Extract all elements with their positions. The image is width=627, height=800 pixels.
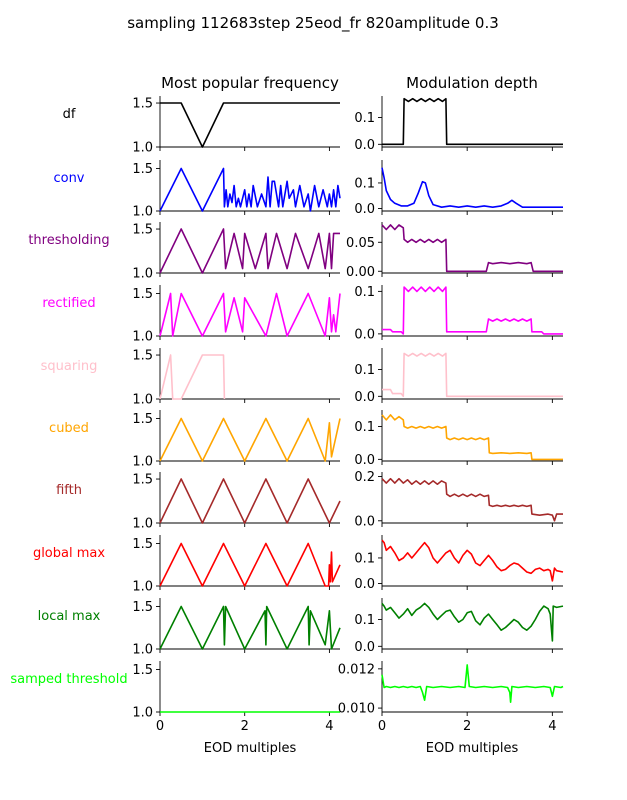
y-tick-label-squaring-mod: 0.0 <box>354 390 375 405</box>
row-label-rectified: rectified <box>42 296 95 311</box>
series-line-cubed-mod <box>381 414 563 461</box>
y-tick-label-samped-threshold-freq: 1.5 <box>132 663 153 678</box>
series-line-conv-mod <box>381 167 563 208</box>
row-label-squaring: squaring <box>41 359 98 374</box>
y-tick-label-thresholding-mod: 0.00 <box>346 265 375 280</box>
series-line-cubed-freq <box>159 417 341 462</box>
panel-grid: df 1.0 1.5 0.0 0.1 conv 1.0 1.5 0.0 0.1 thresholdi… <box>10 96 564 734</box>
series-line-df-mod <box>382 97 563 146</box>
series-line-squaring-mod <box>382 352 563 398</box>
y-tick-label-fifth-freq: 1.5 <box>132 473 153 488</box>
row-label-conv: conv <box>53 171 84 186</box>
column-title-frequency: Most popular frequency <box>161 74 339 92</box>
y-tick-label-squaring-freq: 1.0 <box>132 393 153 408</box>
y-tick-label-df-mod: 0.0 <box>354 138 375 153</box>
y-tick-label-samped-threshold-mod: 0.012 <box>338 662 375 677</box>
series-line-thresholding-mod <box>381 224 563 273</box>
series-line-rectified-mod <box>382 286 563 335</box>
row-label-cubed: cubed <box>49 421 89 436</box>
x-axis-label-right: EOD multiples <box>426 741 519 756</box>
y-tick-label-global-max-mod: 0.0 <box>354 577 375 592</box>
y-tick-label-cubed-mod: 0.1 <box>354 420 375 435</box>
y-tick-label-fifth-freq: 1.0 <box>132 517 153 532</box>
y-tick-label-thresholding-freq: 1.0 <box>132 267 153 282</box>
y-tick-label-local-max-mod: 0.1 <box>354 613 375 628</box>
y-tick-label-df-freq: 1.5 <box>132 97 153 112</box>
y-tick-label-cubed-mod: 0.0 <box>354 453 375 468</box>
series-line-local-max-freq <box>159 605 341 650</box>
series-line-global-max-mod <box>381 539 564 582</box>
row-label-fifth: fifth <box>56 483 82 498</box>
y-tick-label-rectified-freq: 1.5 <box>132 287 153 302</box>
y-tick-label-rectified-mod: 0.1 <box>354 285 375 300</box>
y-tick-label-samped-threshold-mod: 0.010 <box>338 702 375 717</box>
x-tick-label-samped-threshold-freq: 2 <box>241 719 249 734</box>
row-label-global-max: global max <box>33 546 105 561</box>
y-tick-label-fifth-mod: 0.0 <box>354 514 375 529</box>
y-tick-label-conv-freq: 1.0 <box>132 205 153 220</box>
y-tick-label-global-max-freq: 1.0 <box>132 580 153 595</box>
y-tick-label-local-max-freq: 1.0 <box>132 643 153 658</box>
series-line-local-max-mod <box>381 602 564 642</box>
y-tick-label-fifth-mod: 0.2 <box>354 470 375 485</box>
series-line-fifth-freq <box>159 478 341 524</box>
row-label-samped-threshold: samped threshold <box>10 672 127 687</box>
series-line-global-max-freq <box>159 542 341 587</box>
y-tick-label-conv-mod: 0.0 <box>354 202 375 217</box>
x-tick-label-samped-threshold-mod: 0 <box>378 719 386 734</box>
series-line-fifth-mod <box>381 477 563 522</box>
x-tick-label-samped-threshold-freq: 0 <box>156 719 164 734</box>
y-tick-label-thresholding-mod: 0.05 <box>346 236 375 251</box>
y-tick-label-conv-mod: 0.1 <box>354 176 375 191</box>
series-line-samped-threshold-mod <box>381 664 564 703</box>
series-line-df-freq <box>160 102 340 148</box>
figure-title: sampling 112683step 25eod_fr 820amplitud… <box>127 14 499 33</box>
y-tick-label-cubed-freq: 1.5 <box>132 412 153 427</box>
y-tick-label-df-mod: 0.1 <box>354 111 375 126</box>
y-tick-label-global-max-freq: 1.5 <box>132 537 153 552</box>
y-tick-label-df-freq: 1.0 <box>132 141 153 156</box>
y-tick-label-thresholding-freq: 1.5 <box>132 223 153 238</box>
y-tick-label-cubed-freq: 1.0 <box>132 455 153 470</box>
y-tick-label-global-max-mod: 0.1 <box>354 551 375 566</box>
x-tick-label-samped-threshold-freq: 4 <box>325 719 333 734</box>
x-tick-label-samped-threshold-mod: 4 <box>548 719 556 734</box>
row-label-local-max: local max <box>38 609 101 624</box>
column-title-modulation: Modulation depth <box>406 74 538 92</box>
y-tick-label-squaring-mod: 0.1 <box>354 363 375 378</box>
row-label-thresholding: thresholding <box>28 233 109 248</box>
y-tick-label-squaring-freq: 1.5 <box>132 349 153 364</box>
y-tick-label-rectified-freq: 1.0 <box>132 330 153 345</box>
y-tick-label-conv-freq: 1.5 <box>132 162 153 177</box>
series-line-thresholding-freq <box>159 228 340 274</box>
series-line-squaring-freq <box>159 354 226 400</box>
y-tick-label-samped-threshold-freq: 1.0 <box>132 706 153 721</box>
y-tick-label-local-max-mod: 0.0 <box>354 640 375 655</box>
x-tick-label-samped-threshold-mod: 2 <box>463 719 471 734</box>
y-tick-label-rectified-mod: 0.0 <box>354 327 375 342</box>
x-axis-label-left: EOD multiples <box>204 741 297 756</box>
series-line-rectified-freq <box>159 292 341 337</box>
series-line-conv-freq <box>159 167 341 212</box>
y-tick-label-local-max-freq: 1.5 <box>132 600 153 615</box>
row-label-df: df <box>63 107 76 122</box>
